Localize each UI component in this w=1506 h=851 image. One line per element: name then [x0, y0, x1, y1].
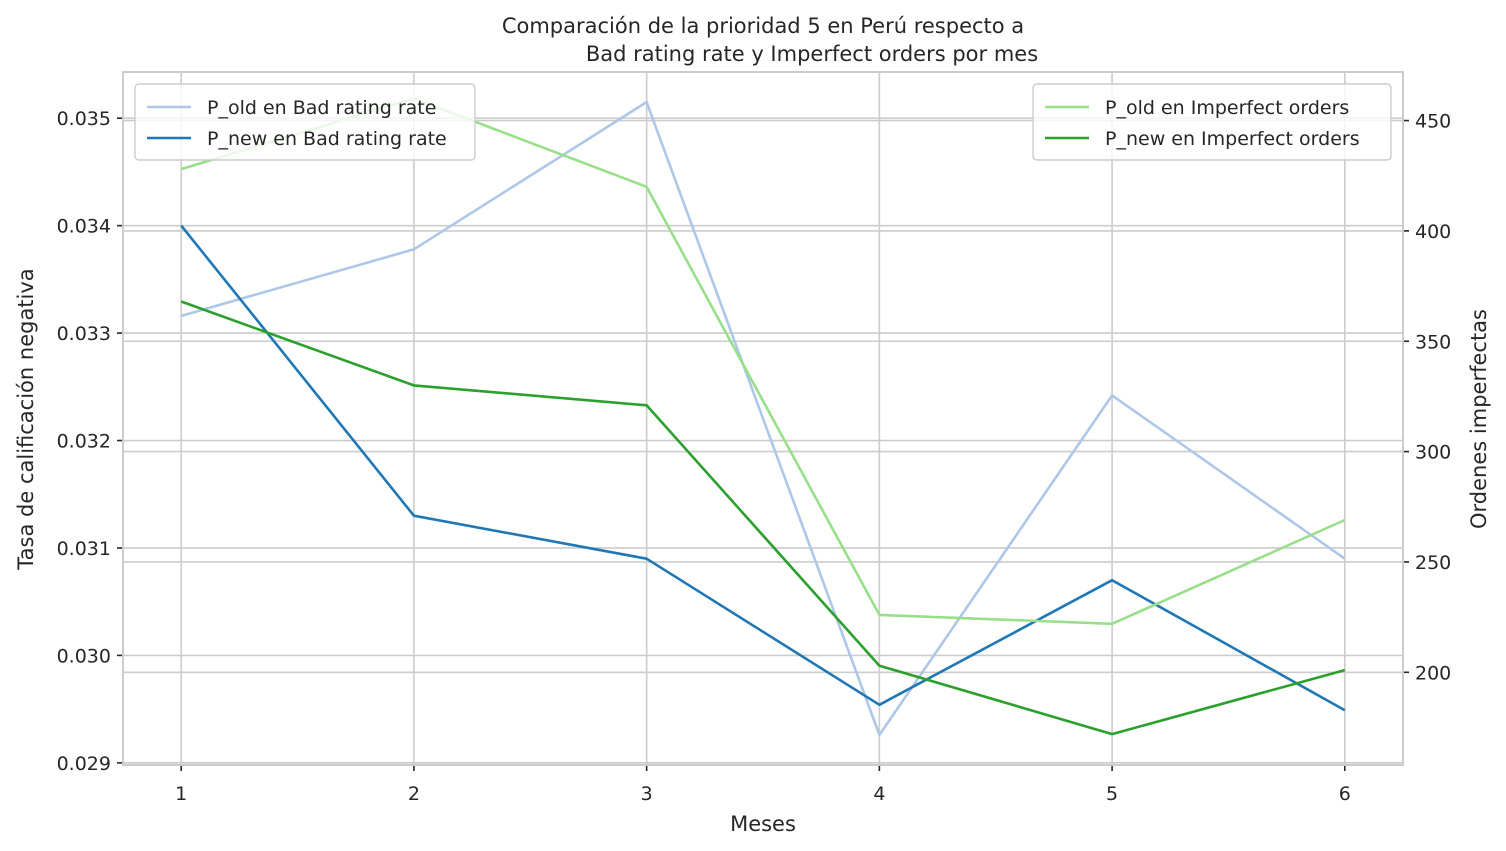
series-line-p-new-bad-rating — [180, 224, 1346, 712]
x-tick-label: 6 — [1339, 783, 1351, 805]
y-axis-label-left: Tasa de calificación negativa — [14, 268, 38, 570]
series-line-p-old-imperfect — [180, 97, 1346, 626]
plot-frame — [122, 71, 1404, 766]
y-left-tick-label: 0.034 — [57, 216, 111, 238]
legend-layer: P_old en Bad rating rate P_new en Bad rat… — [134, 83, 1392, 161]
x-tick-label: 2 — [408, 783, 420, 805]
series-layer — [180, 97, 1346, 737]
axes-layer: 1 2 3 4 5 6 0.029 0.030 0.031 0.032 0.033 0.034 0.03… — [57, 108, 1452, 805]
legend-box-right — [1032, 83, 1392, 161]
y-left-tick-label: 0.032 — [57, 431, 111, 453]
y-left-tick-label: 0.035 — [57, 108, 111, 130]
y-right-tick-label: 300 — [1415, 442, 1451, 464]
series-line-p-old-bad-rating — [180, 100, 1346, 737]
y-left-tick-label: 0.031 — [57, 538, 111, 560]
legend-box-left — [134, 83, 476, 161]
y-axis-label-right: Ordenes imperfectas — [1467, 309, 1491, 529]
y-left-tick-label: 0.029 — [57, 753, 111, 775]
y-left-tick-label: 0.033 — [57, 323, 111, 345]
y-right-tick-label: 400 — [1415, 221, 1451, 243]
legend-label-right: P_old en Imperfect orders — [1105, 97, 1349, 119]
chart-title-line1: Comparación de la prioridad 5 en Perú re… — [502, 14, 1024, 38]
legend-label-left: P_old en Bad rating rate — [207, 97, 436, 119]
y-right-tick-label: 450 — [1415, 111, 1451, 133]
chart-title-line2: Bad rating rate y Imperfect orders por m… — [586, 42, 1038, 66]
y-right-tick-label: 350 — [1415, 331, 1451, 353]
x-tick-label: 5 — [1106, 783, 1118, 805]
series-line-p-new-imperfect — [180, 300, 1346, 736]
y-right-tick-label: 200 — [1415, 662, 1451, 684]
y-right-tick-label: 250 — [1415, 552, 1451, 574]
x-tick-label: 3 — [641, 783, 653, 805]
x-tick-label: 4 — [873, 783, 885, 805]
x-axis-label: Meses — [730, 812, 796, 836]
y-left-tick-label: 0.030 — [57, 645, 111, 667]
legend-label-left: P_new en Bad rating rate — [207, 128, 447, 150]
legend-label-right: P_new en Imperfect orders — [1105, 128, 1360, 150]
x-tick-label: 1 — [175, 783, 187, 805]
